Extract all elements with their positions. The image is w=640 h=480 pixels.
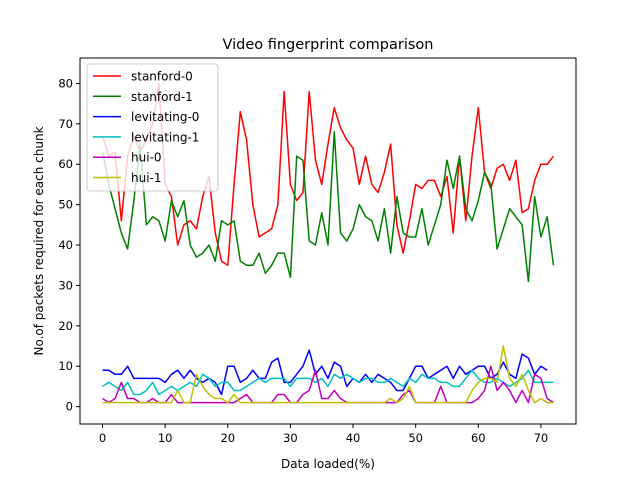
y-axis-label: No.of packets required for each chunk (32, 126, 46, 355)
y-tick-label: 0 (66, 400, 73, 414)
x-tick-label: 30 (283, 431, 298, 445)
legend-label-stanford-1: stanford-1 (131, 90, 193, 104)
series-layer (101, 82, 555, 404)
legend-label-hui-1: hui-1 (131, 171, 162, 185)
x-tick-label: 70 (534, 431, 549, 445)
y-tick-label: 10 (58, 359, 73, 373)
y-tick-label: 20 (58, 319, 73, 333)
y-tick-label: 80 (58, 76, 73, 90)
x-axis-label: Data loaded(%) (281, 457, 375, 471)
plot-frame (79, 57, 577, 425)
series-line-levitating-0 (102, 349, 548, 396)
y-tick-label: 60 (58, 157, 73, 171)
y-tick-label: 30 (58, 278, 73, 292)
y-tick-label: 50 (58, 198, 73, 212)
x-tick-label: 50 (408, 431, 423, 445)
x-tick-label: 60 (471, 431, 486, 445)
chart-title: Video fingerprint comparison (223, 37, 434, 53)
series-line-stanford-1 (101, 131, 555, 283)
legend-label-stanford-0: stanford-0 (131, 70, 193, 84)
series-line-stanford-0 (101, 82, 555, 266)
legend: stanford-0 stanford-1 levitating-0 levitati… (86, 63, 219, 192)
series-line-hui-1 (102, 345, 554, 404)
y-tick-label: 70 (58, 117, 73, 131)
series-line-hui-0 (102, 365, 554, 404)
legend-label-levitating-1: levitating-1 (131, 130, 199, 144)
x-tick-label: 40 (346, 431, 361, 445)
y-axis: 0 10 20 30 40 50 60 70 80 (58, 76, 80, 414)
legend-label-levitating-0: levitating-0 (131, 110, 199, 124)
legend-label-hui-0: hui-0 (131, 151, 162, 165)
y-tick-label: 40 (58, 238, 73, 252)
x-tick-label: 0 (99, 431, 106, 445)
x-tick-label: 10 (158, 431, 173, 445)
x-axis: 0 10 20 30 40 50 60 70 (99, 424, 548, 445)
x-tick-label: 20 (220, 431, 235, 445)
